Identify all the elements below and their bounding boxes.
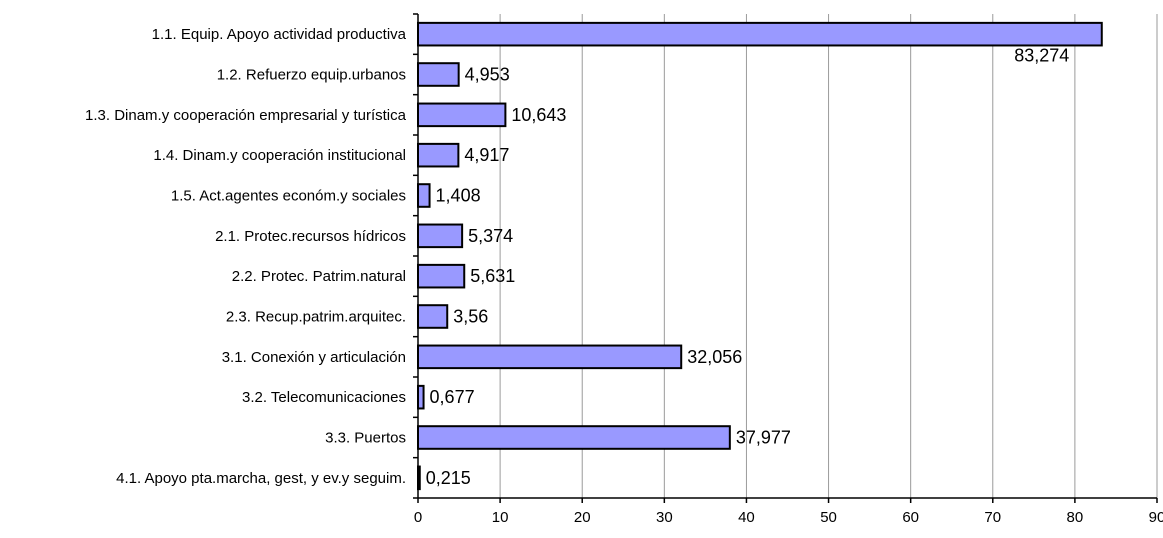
bar <box>417 142 460 168</box>
category-label: 3.1. Conexión y articulación <box>222 349 406 366</box>
data-label: 5,374 <box>468 226 513 246</box>
data-label: 4,953 <box>465 65 510 85</box>
x-tick-label: 60 <box>902 509 919 526</box>
category-label: 3.2. Telecomunicaciones <box>242 389 406 406</box>
bar <box>417 304 449 329</box>
data-label: 4,917 <box>464 145 509 165</box>
category-label: 1.1. Equip. Apoyo actividad productiva <box>152 26 407 43</box>
x-tick-label: 30 <box>656 509 673 526</box>
category-label: 3.3. Puertos <box>325 430 406 447</box>
bar <box>417 223 464 249</box>
data-label: 83,274 <box>1014 45 1069 65</box>
x-tick-label: 70 <box>984 509 1001 526</box>
data-label: 0,215 <box>426 468 471 488</box>
bar <box>417 344 683 370</box>
x-tick-label: 80 <box>1067 509 1084 526</box>
x-tick-label: 10 <box>492 509 509 526</box>
x-tick-label: 90 <box>1149 509 1163 526</box>
category-label: 2.1. Protec.recursos hídricos <box>215 228 406 245</box>
data-label: 1,408 <box>436 186 481 206</box>
bar <box>417 183 431 208</box>
category-label: 1.3. Dinam.y cooperación empresarial y t… <box>85 107 407 124</box>
data-label: 32,056 <box>687 347 742 367</box>
labels: 0 10 20 30 40 50 60 70 80 90 1.1. Equip. Apoyo act… <box>85 26 1163 526</box>
category-label: 2.3. Recup.patrim.arquitec. <box>226 309 406 326</box>
x-tick-label: 0 <box>414 509 422 526</box>
data-label: 5,631 <box>470 266 515 286</box>
category-label: 4.1. Apoyo pta.marcha, gest, y ev.y segu… <box>116 470 406 487</box>
data-label: 37,977 <box>736 428 791 448</box>
bar <box>417 263 466 289</box>
data-label: 0,677 <box>430 387 475 407</box>
bars <box>417 21 1103 491</box>
category-label: 2.2. Protec. Patrim.natural <box>232 268 406 285</box>
category-label: 1.5. Act.agentes económ.y sociales <box>171 188 406 205</box>
grid-lines <box>499 14 1158 498</box>
bar <box>417 21 1103 47</box>
x-tick-label: 50 <box>820 509 837 526</box>
data-label: 3,56 <box>453 307 488 327</box>
data-label: 10,643 <box>511 105 566 125</box>
bar <box>417 102 507 128</box>
bar <box>417 384 425 410</box>
bar <box>417 62 460 87</box>
x-tick-label: 40 <box>738 509 755 526</box>
category-label: 1.2. Refuerzo equip.urbanos <box>217 67 406 84</box>
axes <box>413 13 1158 503</box>
category-label: 1.4. Dinam.y cooperación institucional <box>153 147 406 164</box>
x-tick-label: 20 <box>574 509 591 526</box>
bar <box>417 425 731 450</box>
